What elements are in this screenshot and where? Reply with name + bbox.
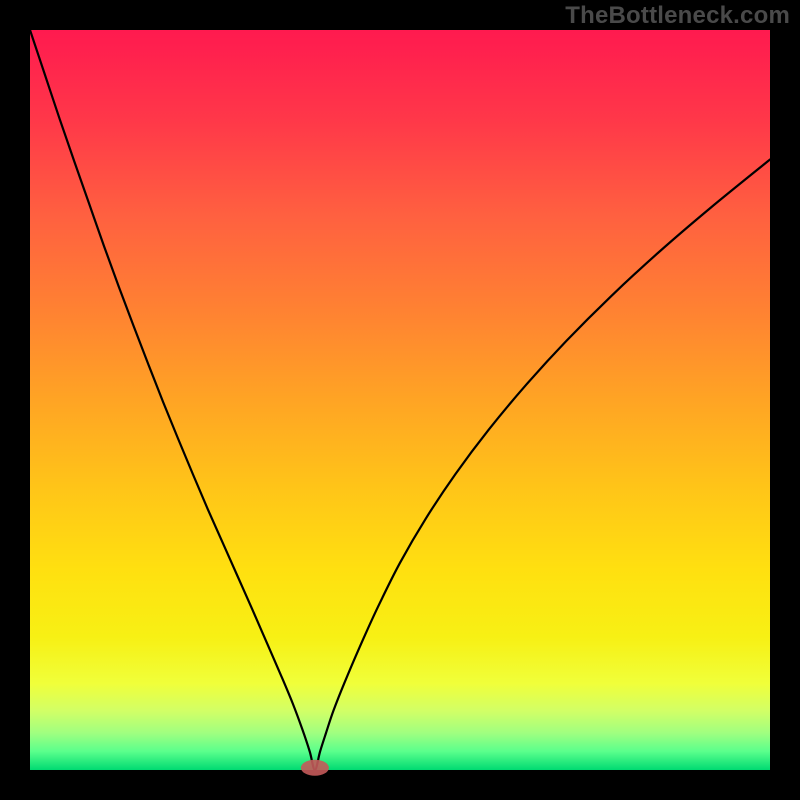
chart-gradient-bg — [30, 30, 770, 770]
watermark-label: TheBottleneck.com — [565, 2, 790, 30]
vertex-marker — [301, 760, 329, 776]
chart-container: TheBottleneck.com — [0, 0, 800, 800]
bottleneck-chart — [0, 0, 800, 800]
